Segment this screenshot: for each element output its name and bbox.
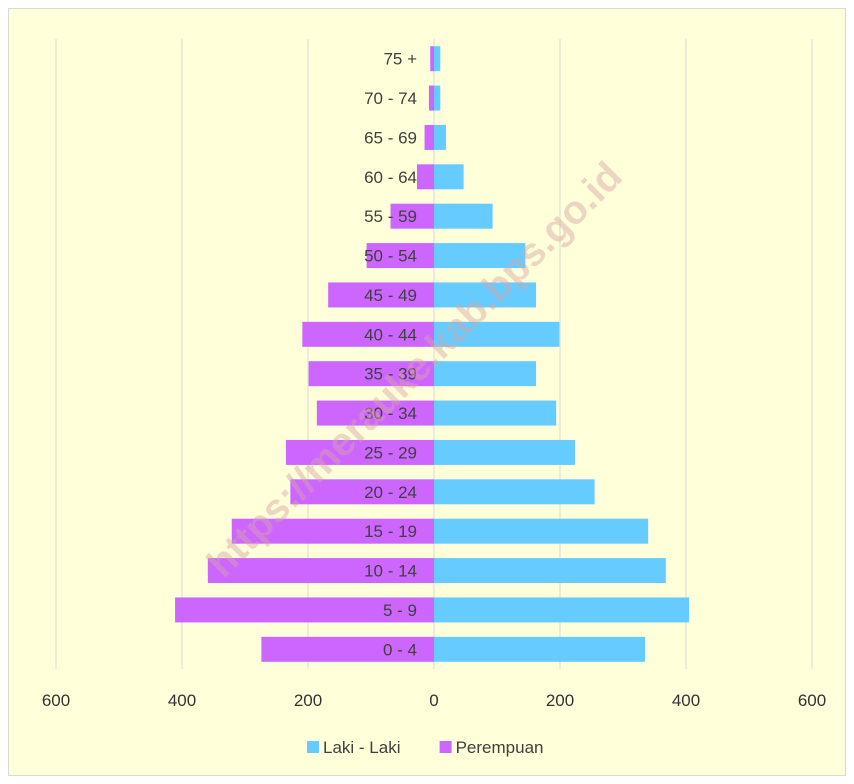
bar-laki-laki-11 [434,203,493,229]
legend-swatch [307,741,319,753]
bar-perempuan-10 [366,243,434,269]
category-labels: 0 - 4 5 - 9 10 - 14 15 - 19 20 - 24 25 - 29 30… [364,50,417,660]
bar-laki-laki-10 [434,243,526,269]
category-label: 65 - 69 [364,128,417,147]
bar-perempuan-3 [231,518,434,544]
bar-laki-laki-5 [434,439,576,465]
bar-laki-laki-0 [434,636,646,662]
bar-perempuan-13 [424,124,434,150]
legend-swatch [439,741,452,753]
bar-laki-laki-15 [434,46,441,72]
bar-perempuan-14 [428,85,434,111]
bar-perempuan-6 [316,400,434,426]
category-label: 30 - 34 [364,404,417,423]
bar-perempuan-1 [175,597,434,623]
population-pyramid-chart: 0 - 4 5 - 9 10 - 14 15 - 19 20 - 24 25 - 29 30… [42,39,826,757]
x-tick-label: 400 [672,691,700,710]
legend-label: Laki - Laki [323,738,400,757]
category-label: 5 - 9 [383,601,417,620]
category-label: 15 - 19 [364,522,417,541]
category-label: 70 - 74 [364,89,417,108]
bar-laki-laki-6 [434,400,557,426]
bar-perempuan-11 [390,203,434,229]
chart-area: 0 - 4 5 - 9 10 - 14 15 - 19 20 - 24 25 - 29 30… [8,8,846,776]
bar-perempuan-2 [207,558,434,584]
bar-perempuan-12 [416,164,434,190]
x-tick-labels: 600 400 200 0 200 400 600 [42,691,826,710]
category-label: 50 - 54 [364,247,417,266]
category-label: 75 + [383,50,417,69]
bar-perempuan-4 [290,479,434,505]
x-tick-label: 0 [429,691,438,710]
bar-perempuan-15 [430,46,434,72]
category-label: 60 - 64 [364,168,417,187]
bar-perempuan-9 [328,282,434,308]
bars [175,46,690,662]
bar-laki-laki-4 [434,479,595,505]
bar-laki-laki-13 [434,124,446,150]
bar-laki-laki-7 [434,361,537,387]
category-label: 10 - 14 [364,562,417,581]
category-label: 35 - 39 [364,365,417,384]
legend: Laki - Laki Perempuan [307,738,543,757]
bar-laki-laki-14 [434,85,441,111]
category-label: 55 - 59 [364,207,417,226]
category-label: 20 - 24 [364,483,417,502]
bar-laki-laki-1 [434,597,690,623]
bar-perempuan-0 [261,636,434,662]
category-label: 45 - 49 [364,286,417,305]
bar-perempuan-8 [302,321,434,347]
category-label: 25 - 29 [364,443,417,462]
category-label: 0 - 4 [383,640,417,659]
bar-laki-laki-3 [434,518,649,544]
bar-laki-laki-2 [434,558,666,584]
x-tick-label: 600 [798,691,826,710]
x-tick-label: 200 [546,691,574,710]
bar-laki-laki-12 [434,164,464,190]
bar-perempuan-5 [285,439,434,465]
legend-label: Perempuan [456,738,544,757]
x-tick-label: 400 [168,691,196,710]
x-tick-label: 200 [294,691,322,710]
x-tick-label: 600 [42,691,70,710]
bar-laki-laki-8 [434,321,560,347]
bar-laki-laki-9 [434,282,537,308]
bar-perempuan-7 [308,361,434,387]
category-label: 40 - 44 [364,325,417,344]
